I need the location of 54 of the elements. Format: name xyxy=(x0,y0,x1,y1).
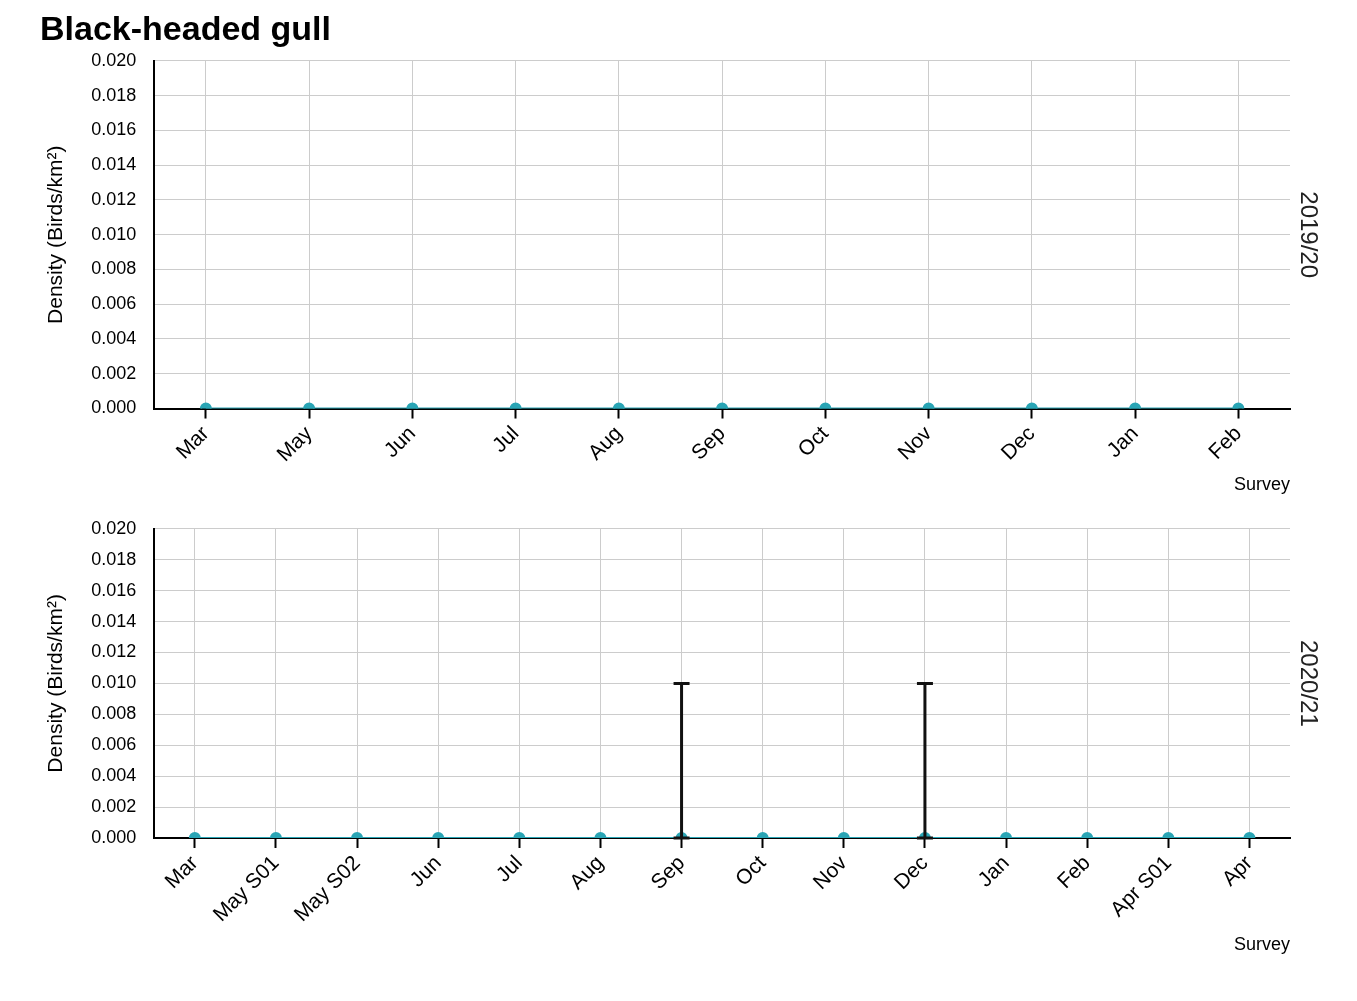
x-tick-label: Oct xyxy=(730,850,770,890)
y-tick-label: 0.004 xyxy=(91,765,137,786)
x-tick-label: Feb xyxy=(1203,421,1246,463)
x-tick-label: Nov xyxy=(892,420,936,464)
y-tick-label: 0.016 xyxy=(91,119,137,140)
y-tick-label: 0.002 xyxy=(91,362,137,383)
y-tick-label: 0.010 xyxy=(91,672,137,693)
x-axis-title: Survey xyxy=(1233,474,1290,495)
y-tick-label: 0.004 xyxy=(91,327,137,348)
y-tick-label: 0.008 xyxy=(91,703,137,724)
x-tick-label: Jan xyxy=(972,850,1013,891)
x-tick-label: Apr S01 xyxy=(1105,850,1176,921)
x-axis-title: Survey xyxy=(1233,934,1290,955)
x-tick-label: Feb xyxy=(1052,850,1095,893)
x-tick-label: Mar xyxy=(170,421,213,463)
y-tick-label: 0.012 xyxy=(91,641,137,662)
y-tick-label: 0.000 xyxy=(91,826,137,847)
y-tick-label: 0.020 xyxy=(91,49,137,70)
y-tick-label: 0.000 xyxy=(91,397,137,418)
x-tick-label: Aug xyxy=(583,421,626,464)
x-tick-label: Dec xyxy=(996,421,1039,464)
y-tick-label: 0.018 xyxy=(91,84,137,105)
y-tick-label: 0.006 xyxy=(91,293,137,314)
y-tick-label: 0.002 xyxy=(91,796,137,817)
x-tick-label: Mar xyxy=(159,850,202,893)
y-tick-label: 0.018 xyxy=(91,548,137,569)
chart-title: Black-headed gull xyxy=(40,8,331,47)
x-tick-label: Sep xyxy=(686,421,730,464)
y-tick-label: 0.014 xyxy=(91,154,137,175)
x-tick-label: Jun xyxy=(379,421,420,462)
text: 2020/21 xyxy=(1296,640,1324,727)
x-tick-label: Jul xyxy=(487,421,523,457)
x-tick-label: Oct xyxy=(792,420,833,461)
y-tick-label: 0.012 xyxy=(91,188,137,209)
x-tick-label: May xyxy=(271,420,317,466)
y-tick-label: 0.008 xyxy=(91,258,137,279)
x-tick-label: Nov xyxy=(808,850,852,894)
x-tick-label: May S01 xyxy=(207,850,283,926)
x-tick-label: Jul xyxy=(490,850,527,886)
x-tick-label: Sep xyxy=(645,850,689,894)
text: 2019/20 xyxy=(1296,191,1324,279)
x-tick-label: Dec xyxy=(889,850,932,894)
y-axis-title: Density (Birds/km²) xyxy=(43,145,67,324)
y-tick-label: 0.020 xyxy=(91,517,137,538)
x-tick-label: Aug xyxy=(564,850,608,894)
x-tick-label: Jun xyxy=(404,850,446,891)
y-tick-label: 0.006 xyxy=(91,734,137,755)
x-tick-label: Apr xyxy=(1216,850,1257,890)
y-tick-label: 0.016 xyxy=(91,579,137,600)
y-tick-label: 0.014 xyxy=(91,610,137,631)
x-tick-label: Jan xyxy=(1101,421,1143,462)
y-axis-title: Density (Birds/km²) xyxy=(43,594,67,773)
y-tick-label: 0.010 xyxy=(91,223,137,244)
x-tick-label: May S02 xyxy=(289,850,364,926)
